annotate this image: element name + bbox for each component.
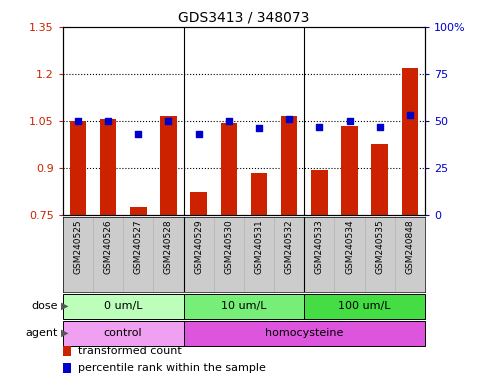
Bar <box>63 363 71 373</box>
Bar <box>70 121 86 215</box>
Text: dose: dose <box>31 301 58 311</box>
Point <box>255 126 263 132</box>
Point <box>315 124 323 130</box>
Title: GDS3413 / 348073: GDS3413 / 348073 <box>178 10 310 24</box>
Point <box>406 112 414 118</box>
Bar <box>190 192 207 215</box>
Text: GSM240526: GSM240526 <box>103 219 113 274</box>
Bar <box>341 126 358 215</box>
Bar <box>402 68 418 215</box>
Text: homocysteine: homocysteine <box>265 328 343 338</box>
Bar <box>311 170 327 215</box>
Bar <box>160 116 177 215</box>
Text: GSM240532: GSM240532 <box>284 219 294 274</box>
Point <box>134 131 142 137</box>
Text: 100 um/L: 100 um/L <box>339 301 391 311</box>
Point <box>285 116 293 122</box>
Bar <box>63 346 71 356</box>
Point <box>195 131 202 137</box>
Text: GSM240529: GSM240529 <box>194 219 203 274</box>
Text: agent: agent <box>26 328 58 338</box>
Text: GSM240535: GSM240535 <box>375 219 384 274</box>
Text: percentile rank within the sample: percentile rank within the sample <box>78 363 266 373</box>
Bar <box>221 122 237 215</box>
Text: GSM240528: GSM240528 <box>164 219 173 274</box>
Text: GSM240531: GSM240531 <box>255 219 264 274</box>
Text: GSM240533: GSM240533 <box>315 219 324 274</box>
Text: GSM240534: GSM240534 <box>345 219 354 274</box>
Text: transformed count: transformed count <box>78 346 182 356</box>
Bar <box>63 321 184 346</box>
Point <box>74 118 82 124</box>
Text: ▶: ▶ <box>61 301 69 311</box>
Bar <box>251 173 267 215</box>
Bar <box>371 144 388 215</box>
Point <box>225 118 233 124</box>
Text: control: control <box>104 328 142 338</box>
Text: GSM240848: GSM240848 <box>405 219 414 274</box>
Bar <box>184 321 425 346</box>
Point <box>376 124 384 130</box>
Point <box>104 118 112 124</box>
Point <box>346 118 354 124</box>
Bar <box>281 116 298 215</box>
Bar <box>63 294 184 319</box>
Text: 10 um/L: 10 um/L <box>221 301 267 311</box>
Text: GSM240525: GSM240525 <box>73 219 83 274</box>
Text: ▶: ▶ <box>61 328 69 338</box>
Text: GSM240530: GSM240530 <box>224 219 233 274</box>
Bar <box>100 119 116 215</box>
Text: GSM240527: GSM240527 <box>134 219 143 274</box>
Bar <box>130 207 146 215</box>
Bar <box>304 294 425 319</box>
Bar <box>184 294 304 319</box>
Text: 0 um/L: 0 um/L <box>104 301 142 311</box>
Point <box>165 118 172 124</box>
